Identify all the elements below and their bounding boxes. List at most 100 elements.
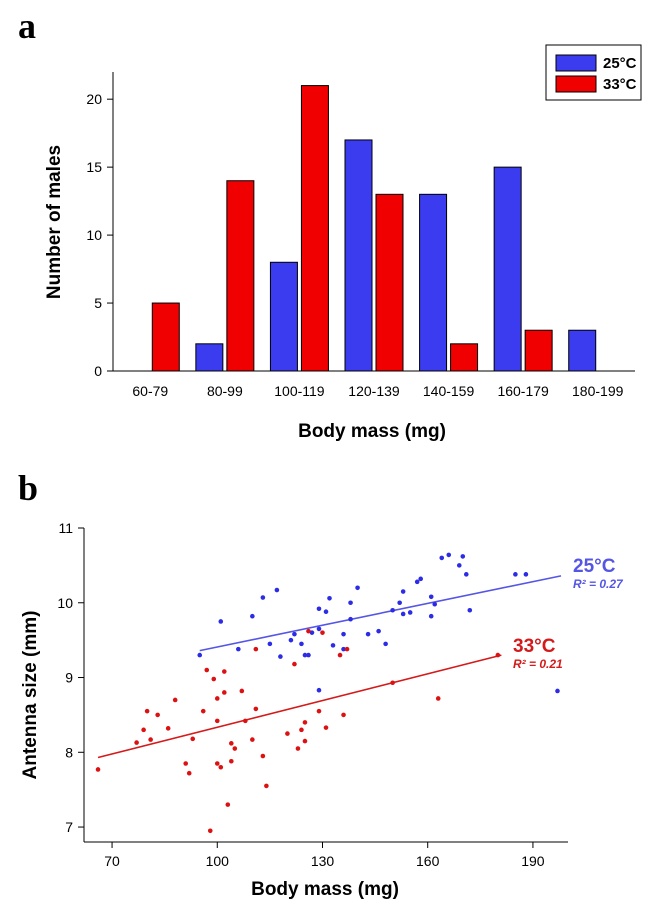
data-point: [236, 646, 241, 652]
data-point: [253, 646, 259, 652]
data-point: [414, 579, 420, 585]
scatter-x-tick-label: 130: [311, 853, 335, 869]
data-point: [204, 667, 210, 673]
legend-label: 33°C: [603, 76, 637, 93]
scatter-y-tick-label: 11: [58, 520, 73, 536]
data-point: [250, 613, 255, 619]
data-point: [418, 576, 423, 582]
data-point: [260, 595, 266, 600]
bar-x-tick-label: 80-99: [207, 383, 243, 399]
data-point: [348, 616, 353, 622]
legend: 25°C 33°C: [545, 44, 642, 101]
scatter-x-tick-label: 70: [104, 853, 120, 869]
bar-chart-x-axis-title: Body mass (mg): [298, 421, 446, 442]
fit-line: [199, 575, 562, 652]
data-point: [285, 731, 290, 736]
data-point: [316, 606, 322, 612]
data-point: [278, 654, 283, 659]
bar: [493, 166, 522, 372]
data-point: [148, 737, 153, 742]
bar-y-tick-label: 20: [86, 91, 102, 107]
data-point: [267, 641, 273, 647]
legend-swatch: [555, 54, 597, 72]
data-point: [316, 626, 322, 632]
data-point: [221, 669, 227, 674]
data-point: [309, 630, 315, 635]
bar-x-tick-label: 100-119: [274, 383, 325, 399]
data-point: [555, 688, 560, 694]
data-point: [327, 595, 332, 601]
bar: [300, 85, 329, 372]
bar: [419, 193, 448, 372]
data-point: [432, 601, 438, 607]
legend-label: 25°C: [603, 55, 637, 72]
scatter-chart: 7 8 9 10 11 70 100 130 160 190 25°CR² = 0.27 33°CR²…: [57, 520, 624, 869]
bar-x-tick-label: 120-139: [348, 383, 400, 399]
data-point: [214, 761, 220, 766]
data-point: [218, 764, 224, 770]
data-point: [306, 652, 311, 658]
data-point: [229, 741, 234, 746]
data-point: [400, 611, 406, 617]
data-point: [348, 600, 353, 606]
bar-x-tick-label: 60-79: [132, 383, 168, 399]
data-point: [292, 661, 297, 667]
data-point: [344, 646, 350, 652]
bar: [375, 193, 404, 372]
bar-y-tick-label: 15: [86, 159, 102, 175]
bar-x-tick-label: 140-159: [423, 383, 475, 399]
bar: [524, 329, 553, 372]
data-point: [274, 587, 280, 593]
bar: [344, 139, 373, 372]
r2-label: R² = 0.27: [573, 577, 624, 591]
data-point: [446, 552, 452, 558]
data-point: [250, 737, 255, 742]
scatter-chart-x-axis-title: Body mass (mg): [251, 879, 399, 900]
data-point: [513, 572, 518, 577]
data-point: [428, 594, 434, 600]
data-point: [316, 708, 322, 714]
data-point: [341, 712, 346, 718]
data-point: [243, 718, 248, 724]
data-point: [397, 600, 402, 606]
data-point: [341, 631, 346, 637]
data-point: [221, 690, 227, 695]
data-point: [299, 727, 304, 733]
scatter-x-tick-label: 100: [206, 853, 230, 869]
data-point: [141, 727, 146, 733]
data-point: [302, 720, 308, 725]
data-point: [190, 736, 196, 742]
data-point: [355, 585, 360, 591]
bar: [151, 302, 180, 372]
bar: [269, 261, 298, 372]
data-point: [218, 619, 224, 624]
data-point: [376, 628, 381, 634]
data-point: [292, 631, 297, 637]
data-point: [225, 802, 231, 807]
data-point: [302, 652, 308, 658]
data-point: [155, 712, 160, 718]
data-point: [460, 554, 466, 559]
data-point: [183, 761, 189, 766]
data-point: [390, 607, 395, 613]
data-point: [400, 589, 406, 594]
legend-swatch: [555, 75, 597, 93]
series-label: 33°C: [513, 636, 556, 657]
scatter-chart-y-axis-title: Antenna size (mm): [20, 611, 41, 780]
data-point: [495, 652, 501, 658]
data-point: [264, 783, 269, 789]
data-point: [467, 607, 473, 613]
data-point: [95, 767, 101, 772]
data-point: [330, 643, 336, 648]
bar: [568, 329, 597, 372]
data-point: [320, 630, 325, 635]
data-point: [186, 770, 192, 776]
data-point: [295, 746, 301, 751]
data-point: [439, 555, 445, 561]
scatter-y-tick-label: 7: [65, 819, 73, 835]
data-point: [463, 572, 469, 577]
bar: [226, 180, 255, 372]
data-point: [323, 609, 329, 615]
data-point: [214, 718, 220, 724]
